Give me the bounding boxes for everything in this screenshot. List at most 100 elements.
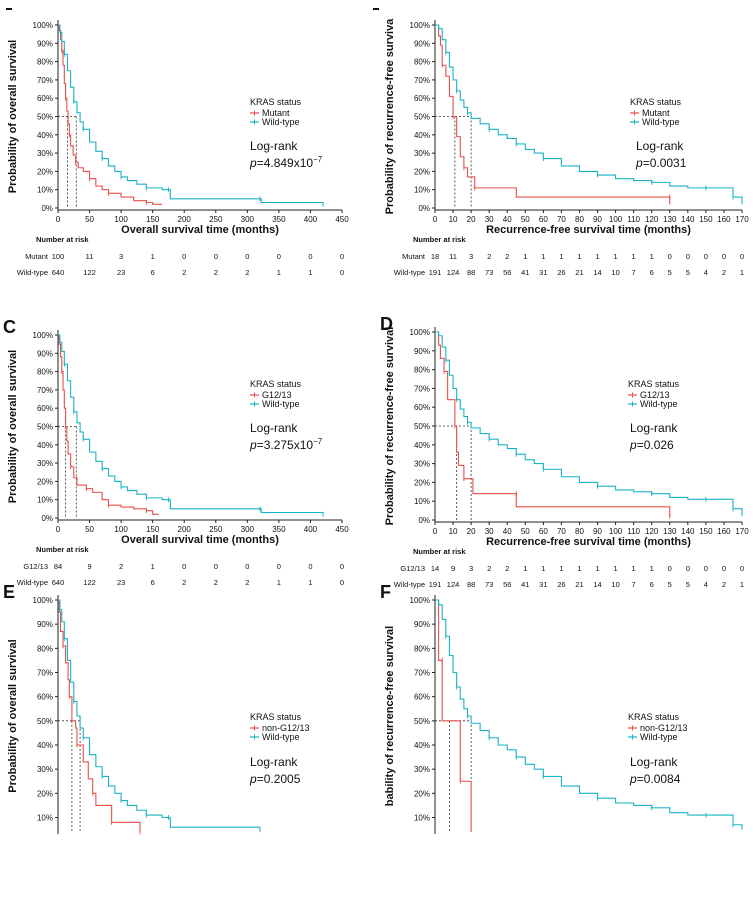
risk-value: 7 — [632, 268, 636, 277]
risk-value: 1 — [151, 252, 155, 261]
risk-value: 0 — [740, 564, 744, 573]
risk-value: 122 — [83, 578, 96, 587]
y-tick-label: 90% — [414, 39, 430, 48]
p-value-exponent: −7 — [313, 437, 323, 446]
p-value-exponent: −7 — [313, 155, 323, 164]
y-tick-label: 90% — [414, 620, 430, 629]
x-tick-label: 350 — [272, 215, 286, 224]
p-value: p=0.2005 — [249, 772, 301, 786]
y-tick-label: 20% — [37, 167, 53, 176]
number-at-risk-title: Number at risk — [36, 235, 89, 244]
risk-value: 88 — [467, 580, 475, 589]
x-tick-label: 250 — [209, 525, 223, 534]
x-tick-label: 120 — [645, 215, 659, 224]
risk-value: 0 — [686, 252, 690, 261]
p-value-number: =4.849x10 — [257, 156, 314, 170]
y-axis-title: Probability of overall survival — [7, 350, 19, 503]
y-tick-label: 100% — [410, 328, 430, 337]
risk-value: 0 — [686, 564, 690, 573]
x-tick-label: 450 — [335, 525, 349, 534]
y-tick-label: 80% — [414, 366, 430, 375]
panel-b: 0%10%20%30%40%50%60%70%80%90%100%0 10 20 30… — [384, 18, 749, 277]
y-tick-label: 40% — [414, 741, 430, 750]
legend-title: KRAS status — [630, 97, 682, 107]
survival-curve-wild-type — [435, 24, 743, 205]
risk-row-label: Mutant — [25, 252, 49, 261]
x-tick-label: 170 — [735, 215, 749, 224]
risk-value: 26 — [557, 268, 565, 277]
y-tick-label: 30% — [414, 149, 430, 158]
survival-curve-g12-13 — [58, 334, 159, 515]
x-tick-label: 40 — [503, 215, 512, 224]
risk-row-label: Mutant — [402, 252, 426, 261]
y-axis-title: bability of recurrence-free survival — [384, 626, 396, 806]
p-value-number: =0.0031 — [643, 156, 687, 170]
x-tick-label: 70 — [557, 215, 566, 224]
panel-e: E 10% 20% 30% 40% 50% 60% 70% 80% 90% 100% Probabil… — [3, 582, 310, 835]
x-tick-label: 300 — [241, 525, 255, 534]
risk-value: 1 — [614, 564, 618, 573]
x-tick-label: 200 — [178, 525, 192, 534]
risk-value: 6 — [151, 578, 155, 587]
y-tick-label: 100% — [33, 21, 53, 30]
x-tick-label: 10 — [449, 527, 458, 536]
y-tick-label: 10% — [414, 497, 430, 506]
x-tick-label: 30 — [485, 215, 494, 224]
risk-value: 0 — [277, 562, 281, 571]
y-tick-label: 30% — [37, 459, 53, 468]
legend-entry: Mutant — [262, 108, 290, 118]
y-tick-label: 60% — [37, 404, 53, 413]
y-tick-label: 30% — [414, 765, 430, 774]
legend-entry: Wild-type — [262, 117, 300, 127]
risk-value: 14 — [431, 564, 439, 573]
y-tick-label: 50% — [37, 423, 53, 432]
risk-value: 3 — [469, 252, 473, 261]
y-tick-label: 70% — [37, 386, 53, 395]
risk-value: 84 — [54, 562, 62, 571]
y-tick-label: 10% — [37, 186, 53, 195]
x-tick-label: 200 — [178, 215, 192, 224]
y-tick-label: 30% — [37, 149, 53, 158]
risk-value: 2 — [214, 578, 218, 587]
risk-value: 73 — [485, 580, 493, 589]
risk-value: 2 — [245, 268, 249, 277]
risk-value: 1 — [740, 580, 744, 589]
p-value: p=3.275x10−7 — [249, 437, 323, 452]
risk-value: 5 — [686, 580, 690, 589]
risk-value: 0 — [722, 564, 726, 573]
x-tick-label: 160 — [717, 215, 731, 224]
number-at-risk-title: Number at risk — [36, 545, 89, 554]
x-tick-label: 150 — [699, 527, 713, 536]
survival-curve-non-g12-13 — [58, 599, 141, 832]
risk-value: 0 — [182, 562, 186, 571]
y-tick-label: 70% — [37, 669, 53, 678]
logrank-label: Log-rank — [636, 139, 684, 153]
risk-value: 2 — [722, 580, 726, 589]
risk-value: 4 — [704, 268, 708, 277]
x-tick-label: 50 — [521, 215, 530, 224]
risk-value: 1 — [541, 564, 545, 573]
risk-row-label: G12/13 — [23, 562, 48, 571]
legend-entry: non-G12/13 — [640, 723, 688, 733]
risk-value: 6 — [650, 580, 654, 589]
x-tick-label: 70 — [557, 527, 566, 536]
y-tick-label: 100% — [33, 331, 53, 340]
survival-curve-wild-type — [435, 331, 743, 517]
risk-value: 4 — [704, 580, 708, 589]
y-tick-label: 0% — [418, 204, 430, 213]
risk-value: 9 — [451, 564, 455, 573]
risk-value: 0 — [704, 252, 708, 261]
y-axis-title: Probability of overall survival — [7, 639, 19, 792]
risk-value: 5 — [668, 580, 672, 589]
number-at-risk-title: Number at risk — [413, 235, 466, 244]
p-value: p=0.0031 — [635, 156, 687, 170]
risk-value: 640 — [52, 268, 65, 277]
risk-value: 7 — [632, 580, 636, 589]
risk-value: 1 — [632, 564, 636, 573]
y-tick-label: 0% — [418, 516, 430, 525]
x-tick-label: 450 — [335, 215, 349, 224]
risk-value: 11 — [86, 252, 94, 261]
risk-value: 0 — [277, 252, 281, 261]
y-tick-label: 40% — [37, 131, 53, 140]
